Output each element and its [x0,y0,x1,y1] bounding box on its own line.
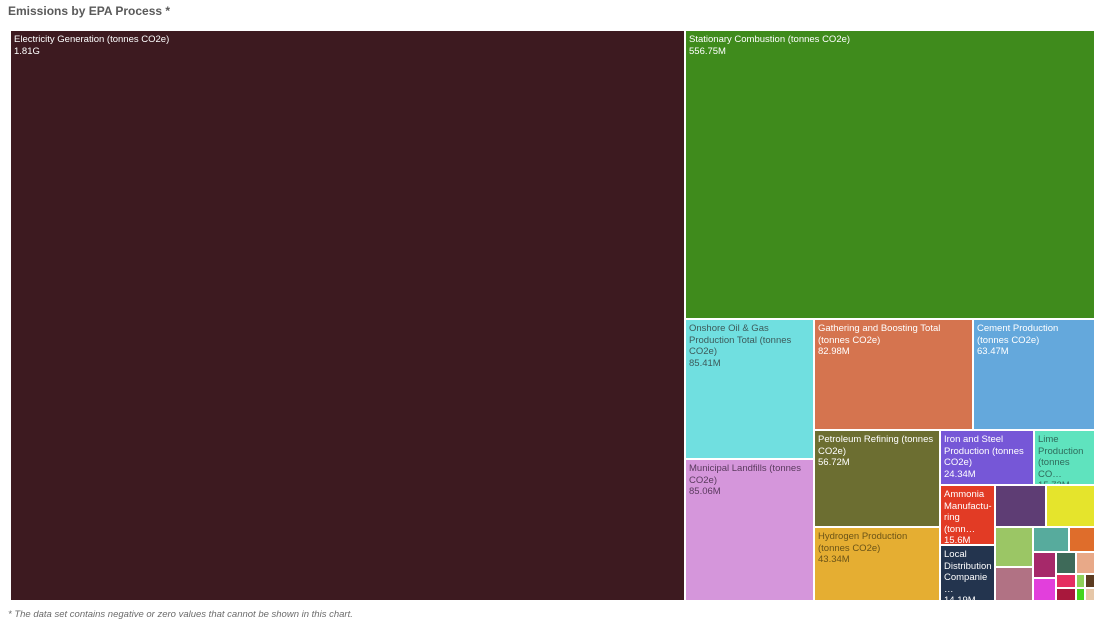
tile-category: Stationary Combustion (tonnes CO2e) [689,34,851,45]
treemap-tile[interactable]: Local Distribution Companie… 14.19M [940,545,995,601]
tile-category: Gathering and Boosting Total (tonnes CO2… [818,323,941,346]
tile-label: Stationary Combustion (tonnes CO2e) 556.7… [689,34,1092,57]
tile-label: Petroleum Refining (tonnes CO2e) 56.72M [818,434,937,469]
treemap-tile[interactable] [1056,574,1076,588]
tile-label: Municipal Landfills (tonnes CO2e) 85.06M [689,463,811,498]
treemap-tile[interactable] [1046,485,1095,527]
tile-value: 556.75M [689,45,726,57]
treemap-tile[interactable] [995,527,1033,567]
tile-category: Municipal Landfills (tonnes CO2e) [689,463,801,486]
tile-value: 24.34M [944,468,976,480]
treemap-tile[interactable]: Hydrogen Production (tonnes CO2e) 43.34M [814,527,940,601]
tile-label: Ammonia Manufactu-ring (tonn… 15.6M [944,489,992,545]
tile-category: Petroleum Refining (tonnes CO2e) [818,434,934,457]
treemap-tile[interactable] [1056,588,1076,601]
tile-value: 15.6M [944,535,971,545]
tile-value: 56.72M [818,457,850,468]
tile-value: 1.81G [14,45,40,57]
treemap-tile[interactable]: Gathering and Boosting Total (tonnes CO2… [814,319,973,430]
tile-category: Electricity Generation (tonnes CO2e) [14,34,170,45]
treemap-tile[interactable]: Electricity Generation (tonnes CO2e) 1.81… [10,30,685,601]
tile-label: Cement Production (tonnes CO2e) 63.47M [977,323,1092,358]
treemap-tile[interactable]: Lime Production (tonnes CO…15.72M [1034,430,1095,485]
tile-value: 85.41M [689,357,721,369]
chart-title: Emissions by EPA Process * [8,4,171,18]
tile-label: Electricity Generation (tonnes CO2e) 1.81… [14,34,682,57]
tile-category: Cement Production (tonnes CO2e) [977,323,1059,346]
tile-label: Local Distribution Companie… 14.19M [944,549,992,601]
tile-value: 14.19M [944,595,976,601]
tile-category: Lime Production (tonnes CO… [1038,434,1084,480]
treemap-tile[interactable] [1033,527,1069,552]
treemap-tile[interactable] [995,485,1046,527]
treemap-tile[interactable]: Cement Production (tonnes CO2e) 63.47M [973,319,1095,430]
treemap-tile[interactable] [1076,574,1085,588]
tile-label: Gathering and Boosting Total (tonnes CO2… [818,323,970,358]
tile-category: Onshore Oil & Gas Production Total (tonn… [689,323,792,357]
treemap-tile[interactable]: Stationary Combustion (tonnes CO2e) 556.7… [685,30,1095,319]
treemap-tile[interactable]: Iron and Steel Production (tonnes CO2e) 2… [940,430,1034,485]
treemap-tile[interactable] [1056,552,1076,574]
tile-value: 85.06M [689,486,721,497]
treemap-tile[interactable] [1085,574,1095,588]
treemap-tile[interactable] [995,567,1033,601]
tile-label: Onshore Oil & Gas Production Total (tonn… [689,323,811,369]
tile-label: Hydrogen Production (tonnes CO2e) 43.34M [818,531,937,566]
tile-category: Iron and Steel Production (tonnes CO2e) [944,434,1024,468]
treemap-tile[interactable] [1076,552,1095,574]
tile-value: 15.72M [1038,480,1092,484]
treemap-tile[interactable]: Municipal Landfills (tonnes CO2e) 85.06M [685,459,814,601]
tile-value: 63.47M [977,346,1009,357]
tile-category: Ammonia Manufactu-ring (tonn… [944,489,992,535]
treemap-tile[interactable]: Petroleum Refining (tonnes CO2e) 56.72M [814,430,940,527]
treemap-tile[interactable]: Onshore Oil & Gas Production Total (tonn… [685,319,814,459]
chart-footnote: * The data set contains negative or zero… [8,609,353,620]
tile-value: 43.34M [818,554,850,565]
treemap-tile[interactable]: Ammonia Manufactu-ring (tonn… 15.6M [940,485,995,545]
treemap-tile[interactable] [1033,552,1056,578]
tile-label: Iron and Steel Production (tonnes CO2e) 2… [944,434,1031,480]
treemap-tile[interactable] [1033,578,1056,601]
tile-value: 82.98M [818,346,850,357]
tile-category: Local Distribution Companie… [944,549,992,595]
tile-category: Hydrogen Production (tonnes CO2e) [818,531,908,554]
treemap-tile[interactable] [1085,588,1095,601]
tile-label: Lime Production (tonnes CO…15.72M [1038,434,1092,484]
treemap-tile[interactable] [1069,527,1095,552]
treemap-tile[interactable] [1076,588,1085,601]
